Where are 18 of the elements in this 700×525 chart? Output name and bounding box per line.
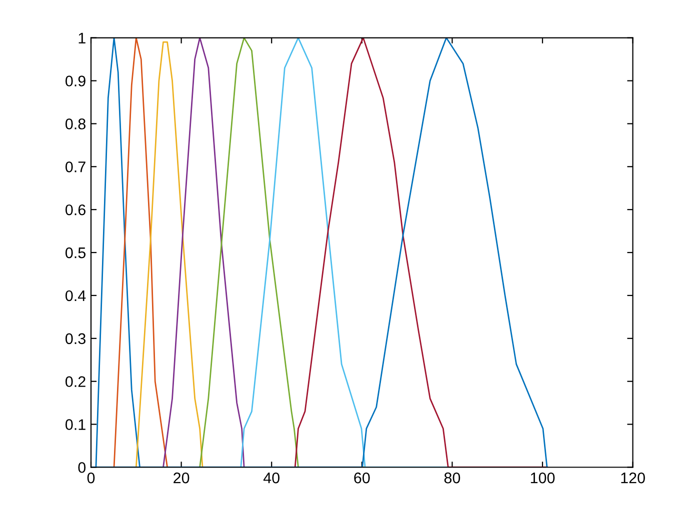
x-tick-label: 120 <box>621 472 645 484</box>
x-tick-label: 100 <box>530 472 555 484</box>
y-tick-label: 0.5 <box>66 247 86 258</box>
y-tick-label: 0.3 <box>66 333 86 344</box>
y-tick-label: 0 <box>78 462 86 473</box>
y-tick-label: 0.9 <box>66 76 86 86</box>
y-tick-label: 0.6 <box>66 204 86 216</box>
y-tick-label: 0.4 <box>66 290 86 302</box>
x-tick-label: 20 <box>174 472 190 484</box>
x-tick-label: 0 <box>87 472 95 484</box>
x-tick-label: 80 <box>444 472 460 484</box>
y-tick-label: 1 <box>78 32 86 44</box>
y-tick-label: 0.1 <box>66 419 86 430</box>
y-tick-label: 0.7 <box>66 162 86 172</box>
y-tick-label: 0.2 <box>66 376 86 388</box>
x-tick-label: 60 <box>354 472 370 484</box>
y-tick-label: 0.8 <box>66 118 86 130</box>
x-tick-label: 40 <box>263 472 280 484</box>
